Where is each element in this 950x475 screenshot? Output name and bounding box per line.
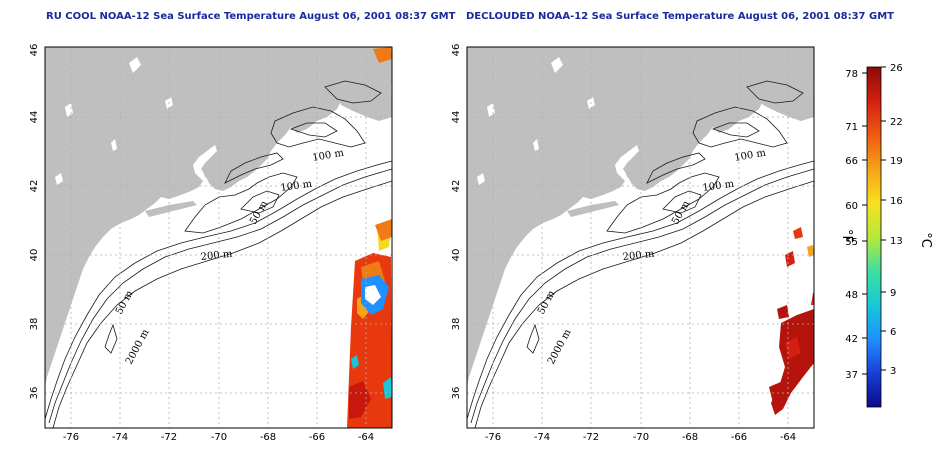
lon-tick-label: -68	[682, 432, 698, 443]
right-map-panel: 100 m 100 m 50 m 200 m 50 m 2000 m -76 -…	[451, 44, 815, 443]
lat-tick-label: 40	[29, 249, 40, 262]
lon-tick-label: -72	[583, 432, 599, 443]
contour-label: 200 m	[622, 249, 655, 263]
lon-tick-label: -72	[161, 432, 177, 443]
celsius-tick-label: 26	[890, 63, 903, 74]
fahrenheit-tick-label: 60	[845, 201, 858, 212]
fahrenheit-tick-label: 55	[845, 237, 858, 248]
lat-tick-label: 46	[29, 44, 40, 57]
lon-tick-label: -64	[780, 432, 796, 443]
lat-tick-label: 38	[451, 318, 462, 331]
fahrenheit-ticks: 78 71 66 60 55 48 42 37	[845, 69, 867, 381]
lat-tick-label: 42	[29, 180, 40, 193]
fahrenheit-tick-label: 37	[845, 370, 858, 381]
celsius-tick-label: 9	[890, 288, 896, 299]
lon-tick-label: -68	[260, 432, 276, 443]
lon-tick-label: -74	[112, 432, 128, 443]
lon-tick-label: -70	[211, 432, 227, 443]
lat-tick-label: 36	[29, 387, 40, 400]
colorbar-scale	[866, 66, 882, 408]
lat-tick-label: 38	[29, 318, 40, 331]
fahrenheit-tick-label: 42	[845, 334, 858, 345]
lon-tick-label: -76	[63, 432, 79, 443]
left-map-panel: 100 m 100 m 50 m 200 m 50 m 2000 m -76 -…	[29, 44, 393, 443]
right-lat-ticks: 36 38 40 42 44 46	[451, 44, 462, 400]
celsius-tick-label: 3	[890, 366, 896, 377]
contour-label: 100 m	[280, 179, 313, 194]
celsius-tick-label: 13	[890, 236, 903, 247]
left-sst-swath	[347, 47, 392, 428]
left-panel-title: RU COOL NOAA-12 Sea Surface Temperature …	[46, 11, 456, 22]
lon-tick-label: -64	[358, 432, 374, 443]
temperature-colorbar: 78 71 66 60 55 48 42 37 26 22 19 16	[839, 63, 933, 408]
lat-tick-label: 40	[451, 249, 462, 262]
celsius-tick-label: 22	[890, 117, 903, 128]
lon-tick-label: -76	[485, 432, 501, 443]
left-lon-ticks: -76 -74 -72 -70 -68 -66 -64	[63, 432, 374, 443]
lon-tick-label: -66	[309, 432, 325, 443]
celsius-unit-label: °C	[918, 232, 933, 248]
contour-label: 100 m	[702, 179, 735, 194]
fahrenheit-tick-label: 71	[845, 122, 858, 133]
left-lat-ticks: 36 38 40 42 44 46	[29, 44, 40, 400]
celsius-tick-label: 16	[890, 196, 903, 207]
lat-tick-label: 46	[451, 44, 462, 57]
lon-tick-label: -74	[534, 432, 550, 443]
right-lon-ticks: -76 -74 -72 -70 -68 -66 -64	[485, 432, 796, 443]
lat-tick-label: 42	[451, 180, 462, 193]
lat-tick-label: 44	[29, 111, 40, 124]
lat-tick-label: 44	[451, 111, 462, 124]
contour-label: 200 m	[200, 249, 233, 263]
lon-tick-label: -66	[731, 432, 747, 443]
right-panel-title: DECLOUDED NOAA-12 Sea Surface Temperatur…	[466, 11, 894, 22]
fahrenheit-tick-label: 78	[845, 69, 858, 80]
celsius-tick-label: 19	[890, 156, 903, 167]
fahrenheit-unit-label: °F	[839, 229, 854, 243]
lat-tick-label: 36	[451, 387, 462, 400]
celsius-ticks: 26 22 19 16 13 9 6 3	[881, 63, 903, 377]
lon-tick-label: -70	[633, 432, 649, 443]
celsius-tick-label: 6	[890, 327, 896, 338]
fahrenheit-tick-label: 66	[845, 156, 858, 167]
fahrenheit-tick-label: 48	[845, 290, 858, 301]
